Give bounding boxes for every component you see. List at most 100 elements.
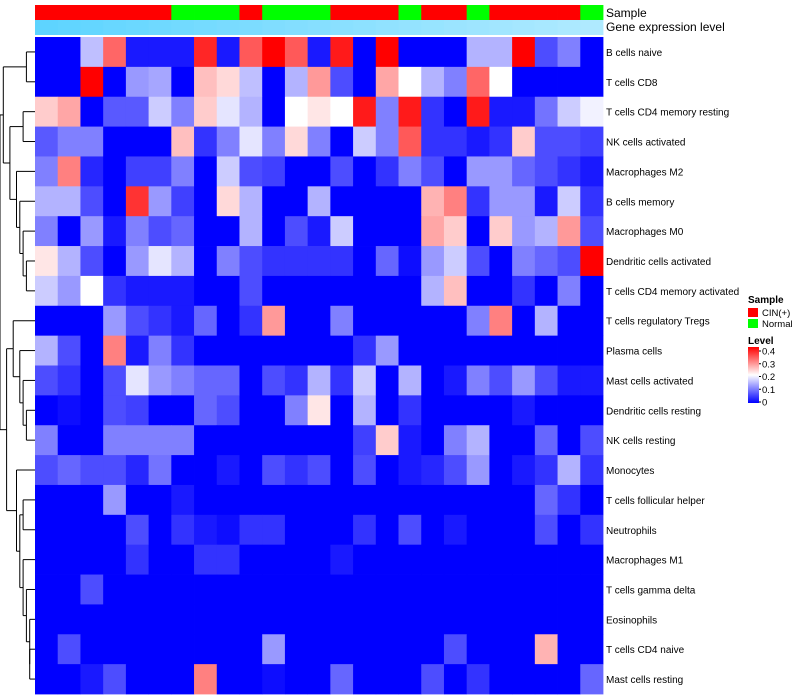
heatmap-cell — [57, 664, 81, 695]
heatmap-cell — [466, 634, 490, 665]
heatmap-cell — [35, 544, 59, 575]
sample-track-label: Sample — [606, 6, 647, 20]
heatmap-cell — [512, 425, 536, 456]
heatmap-cell — [148, 37, 172, 68]
heatmap-cell — [284, 425, 309, 456]
heatmap-cell — [512, 365, 536, 396]
heatmap-cell — [557, 395, 581, 426]
heatmap-cell — [466, 574, 490, 605]
heatmap-cell — [148, 425, 172, 456]
heatmap-cell — [103, 335, 127, 366]
heatmap-cell — [489, 186, 513, 217]
heatmap-cell — [194, 156, 218, 187]
heatmap-cell — [443, 484, 468, 516]
heatmap-cell — [375, 514, 399, 546]
heatmap-cell — [557, 156, 581, 187]
heatmap-cell — [194, 514, 218, 546]
heatmap-cell — [489, 544, 513, 575]
heatmap-cell — [580, 156, 604, 187]
heatmap-cell — [353, 275, 377, 307]
heatmap-cell — [35, 574, 59, 605]
heatmap-cell — [580, 246, 604, 277]
heatmap-cell — [421, 574, 445, 605]
row-label: Dendritic cells resting — [606, 406, 701, 417]
heatmap-cell — [534, 305, 558, 337]
sample-annotation-cell — [330, 5, 354, 20]
legend-level-tick-label: 0 — [762, 398, 767, 409]
heatmap-cell — [534, 544, 558, 575]
heatmap-cell — [284, 186, 309, 217]
heatmap-cell — [512, 305, 536, 337]
sample-annotation-cell — [489, 5, 513, 20]
heatmap-cell — [35, 604, 59, 635]
expression-annotation-cell — [103, 20, 127, 35]
heatmap-cell — [330, 246, 354, 277]
heatmap-cell — [103, 484, 127, 516]
heatmap-cell — [307, 634, 331, 665]
heatmap-cell — [580, 365, 604, 396]
heatmap-cell — [512, 604, 536, 635]
heatmap-cell — [239, 574, 263, 605]
heatmap-cell — [216, 544, 240, 575]
heatmap-cell — [262, 604, 286, 635]
heatmap-cell — [216, 246, 240, 277]
heatmap-cell — [262, 96, 286, 127]
heatmap-cell — [421, 484, 445, 516]
heatmap-cell — [125, 37, 149, 68]
heatmap-cell — [194, 484, 218, 516]
heatmap-cell — [80, 455, 104, 486]
heatmap-cell — [466, 186, 490, 217]
heatmap-cell — [103, 37, 127, 68]
heatmap-cell — [580, 634, 604, 665]
heatmap-cell — [580, 574, 604, 605]
sample-annotation-cell — [35, 5, 59, 20]
heatmap-cell — [80, 37, 104, 68]
heatmap-cell — [284, 216, 309, 247]
row-label: NK cells resting — [606, 436, 675, 447]
sample-annotation-cell — [171, 5, 195, 20]
heatmap-cell — [353, 425, 377, 456]
heatmap-cell — [216, 484, 240, 516]
heatmap-cell — [239, 37, 263, 68]
heatmap-cell — [307, 156, 331, 187]
heatmap-cell — [57, 365, 81, 396]
heatmap-cell — [489, 455, 513, 486]
heatmap-cell — [489, 305, 513, 337]
heatmap-cell — [284, 365, 309, 396]
heatmap-cell — [57, 126, 81, 157]
heatmap-cell — [307, 246, 331, 277]
expression-annotation-cell — [330, 20, 354, 35]
heatmap-cell — [580, 425, 604, 456]
expression-annotation-cell — [534, 20, 558, 35]
heatmap-cell — [57, 37, 81, 68]
heatmap-cell — [57, 544, 81, 575]
heatmap-cell — [57, 604, 81, 635]
heatmap-cell — [557, 514, 581, 546]
heatmap-cell — [171, 544, 195, 575]
heatmap-cell — [398, 484, 422, 516]
heatmap-cell — [35, 275, 59, 307]
expression-annotation-cell — [148, 20, 172, 35]
heatmap-cell — [466, 604, 490, 635]
heatmap-cell — [103, 604, 127, 635]
heatmap-cell — [239, 544, 263, 575]
heatmap-cell — [239, 246, 263, 277]
heatmap-cell — [580, 216, 604, 247]
heatmap-cell — [35, 425, 59, 456]
sample-annotation-cell — [443, 5, 468, 20]
heatmap-cell — [557, 634, 581, 665]
heatmap-cell — [421, 455, 445, 486]
heatmap-cell — [534, 634, 558, 665]
heatmap-cell — [125, 514, 149, 546]
heatmap-cell — [194, 365, 218, 396]
heatmap-cell — [80, 604, 104, 635]
heatmap-cell — [512, 66, 536, 98]
heatmap-cell — [580, 484, 604, 516]
expression-annotation-cell — [35, 20, 59, 35]
heatmap-cell — [421, 216, 445, 247]
heatmap-cell — [125, 126, 149, 157]
expression-annotation-cell — [443, 20, 468, 35]
heatmap-cell — [262, 484, 286, 516]
heatmap-cell — [35, 216, 59, 247]
heatmap-cell — [171, 514, 195, 546]
